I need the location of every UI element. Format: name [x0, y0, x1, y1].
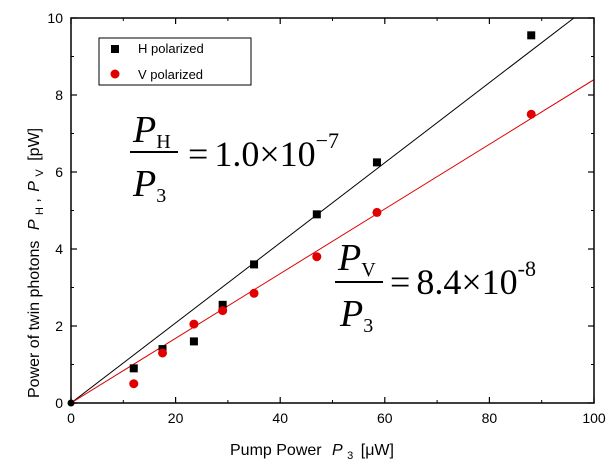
annotation-h-value: = 1.0×10−7 [188, 128, 339, 174]
y-axis-title: Power of twin photons P H , P V [pW] [26, 128, 47, 398]
x-axis-title-unit: [μW] [361, 442, 394, 459]
point-v [372, 207, 382, 217]
x-axis-title-sub: 3 [347, 450, 353, 460]
point-origin [67, 399, 75, 407]
x-tick-label: 20 [168, 410, 184, 426]
x-tick-label: 60 [377, 410, 393, 426]
point-h [250, 260, 259, 269]
legend-marker-h [111, 45, 119, 53]
markers [67, 31, 536, 407]
y-tick-label: 4 [55, 241, 63, 257]
point-v [526, 109, 536, 119]
legend-marker-v [110, 69, 120, 79]
x-axis-title: Pump Power P 3 [μW] [230, 442, 394, 460]
point-h [218, 300, 227, 309]
legend-label-v: V polarized [138, 67, 203, 82]
y-axis-title-p2: P [26, 181, 43, 192]
y-tick-label: 6 [55, 164, 63, 180]
y-axis-title-sub1: H [34, 207, 46, 215]
y-tick-label: 10 [47, 10, 63, 26]
annotation-h: PH P3 = 1.0×10−7 [130, 109, 339, 207]
fit-line-h [71, 18, 575, 403]
point-h [189, 337, 198, 346]
y-axis-title-text: Power of twin photons [26, 241, 43, 398]
annotation-v-numerator: PV [337, 237, 376, 281]
annotation-h-numerator: PH [132, 109, 171, 153]
fit-line-v [71, 79, 594, 403]
y-axis-title-unit: [pW] [26, 128, 43, 161]
y-axis-title-sep: , [26, 198, 43, 202]
x-axis-title-text: Pump Power [230, 442, 322, 459]
annotation-h-denominator: P3 [132, 163, 166, 207]
x-axis-title-symbol: P [332, 442, 343, 459]
y-axis-title-p1: P [26, 219, 43, 230]
point-v [312, 252, 322, 262]
legend: H polarized V polarized [98, 37, 252, 86]
y-tick-label: 8 [55, 87, 63, 103]
x-tick-label: 100 [582, 410, 606, 426]
x-tick-label: 40 [272, 410, 288, 426]
ticks: 0 20 40 60 80 100 0 2 4 6 8 10 [47, 10, 605, 426]
annotation-v-value: = 8.4×10-8 [390, 256, 536, 302]
x-tick-label: 0 [67, 410, 75, 426]
point-h [129, 364, 138, 373]
annotation-v-denominator: P3 [339, 293, 373, 337]
y-tick-label: 0 [55, 395, 63, 411]
y-axis-title-sub2: V [34, 169, 46, 177]
point-h [312, 210, 321, 219]
point-h [527, 31, 536, 40]
fit-lines [71, 18, 594, 403]
annotation-v: PV P3 = 8.4×10-8 [335, 237, 536, 337]
x-tick-label: 80 [482, 410, 498, 426]
point-v [249, 288, 259, 298]
legend-label-h: H polarized [138, 41, 204, 56]
point-v [218, 306, 228, 316]
point-v [158, 348, 168, 358]
point-v [129, 379, 139, 389]
y-tick-label: 2 [55, 318, 63, 334]
point-v [189, 319, 199, 329]
point-h [372, 158, 381, 167]
legend-box [98, 37, 252, 86]
